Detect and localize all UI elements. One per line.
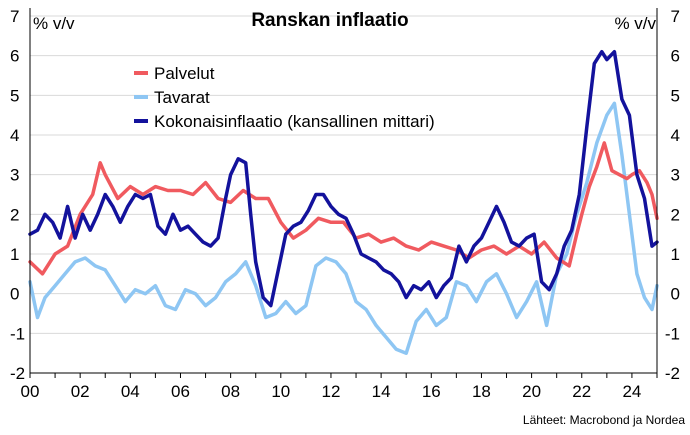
- y-tick-label-left: 2: [10, 205, 19, 224]
- x-tick-label: 14: [372, 382, 391, 401]
- series-line-1: [28, 141, 659, 276]
- x-tick-label: 10: [271, 382, 290, 401]
- series-line-3: [28, 49, 659, 308]
- x-tick-label: 04: [121, 382, 140, 401]
- x-tick-label: 02: [71, 382, 90, 401]
- x-tick-label: 16: [422, 382, 441, 401]
- legend-label: Tavarat: [154, 88, 210, 107]
- y-tick-label-right: 3: [671, 166, 680, 185]
- chart-title: Ranskan inflaatio: [251, 10, 408, 31]
- y-unit-left: % v/v: [33, 14, 75, 33]
- y-tick-label-left: 3: [10, 166, 19, 185]
- legend-label: Palvelut: [154, 64, 215, 83]
- y-tick-label-left: 7: [10, 7, 19, 26]
- y-tick-label-left: 4: [10, 126, 19, 145]
- y-tick-label-right: 2: [671, 205, 680, 224]
- y-tick-label-right: 0: [671, 285, 680, 304]
- y-tick-label-right: 5: [671, 86, 680, 105]
- x-tick-label: 22: [572, 382, 591, 401]
- y-tick-label-right: 6: [671, 47, 680, 66]
- y-tick-label-left: 6: [10, 47, 19, 66]
- y-unit-right: % v/v: [614, 14, 656, 33]
- y-tick-label-right: 1: [671, 245, 680, 264]
- source-note: Lähteet: Macrobond ja Nordea: [523, 413, 685, 427]
- y-tick-label-left: 5: [10, 86, 19, 105]
- y-tick-label-right: 4: [671, 126, 680, 145]
- series-line-2: [28, 101, 659, 355]
- x-tick-label: 24: [622, 382, 641, 401]
- series-layer: [28, 49, 659, 355]
- y-tick-label-left: -2: [10, 364, 25, 383]
- y-tick-label-right: -1: [665, 324, 680, 343]
- x-tick-label: 06: [171, 382, 190, 401]
- y-tick-label-left: 0: [10, 285, 19, 304]
- x-tick-label: 00: [21, 382, 40, 401]
- y-tick-label-left: -1: [10, 324, 25, 343]
- x-tick-label: 08: [221, 382, 240, 401]
- grid-lines: [30, 15, 657, 374]
- axes: [29, 8, 658, 378]
- y-tick-label-right: 7: [671, 7, 680, 26]
- x-tick-label: 20: [522, 382, 541, 401]
- legend-label: Kokonaisinflaatio (kansallinen mittari): [154, 112, 435, 131]
- y-tick-label-left: 1: [10, 245, 19, 264]
- x-tick-label: 18: [472, 382, 491, 401]
- tick-labels: -2 -2-1 -10 01 12 23 34 45 56 67 700 02 04 06 08 10 12 14…: [10, 7, 680, 401]
- y-tick-label-right: -2: [665, 364, 680, 383]
- legend: Palvelut Tavarat Kokonaisinflaatio (kansal…: [134, 64, 435, 131]
- x-tick-label: 12: [321, 382, 340, 401]
